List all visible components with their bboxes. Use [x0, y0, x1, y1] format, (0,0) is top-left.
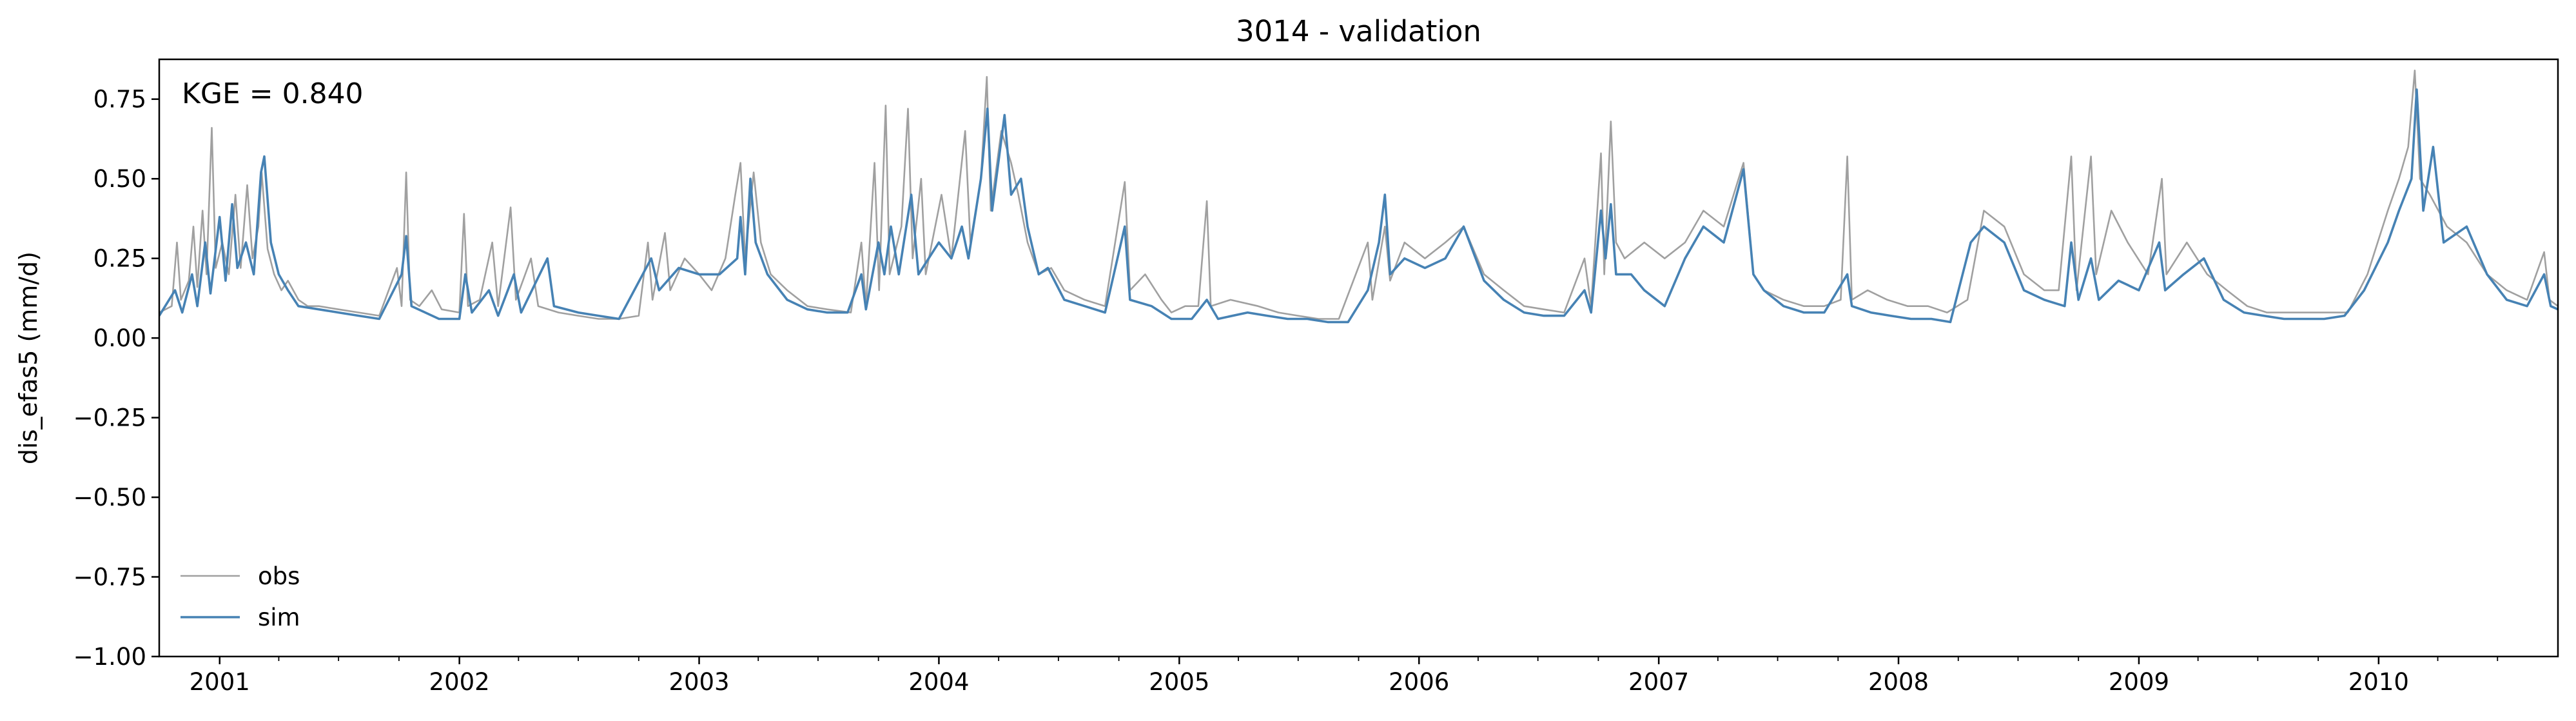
legend: obs sim — [181, 562, 300, 631]
plot-area — [158, 58, 2559, 658]
y-tick-label: 0.75 — [93, 86, 146, 114]
y-axis-label: dis_efas5 (mm/d) — [14, 252, 43, 464]
y-tick-label: 0.50 — [93, 165, 146, 193]
y-axis: −1.00 −0.75 −0.50 −0.25 0.00 0.25 0.50 0.75 — [73, 86, 159, 671]
y-tick-label: −1.00 — [73, 643, 146, 671]
x-tick-label: 2005 — [1149, 668, 1209, 696]
series-line-sim — [159, 88, 2558, 324]
x-axis: 2001 2002 2003 2004 2005 2006 2007 2008 2009 2010 — [190, 657, 2499, 696]
y-tick-label: −0.75 — [73, 564, 146, 591]
x-tick-label: 2001 — [190, 668, 250, 696]
x-tick-label: 2009 — [2109, 668, 2169, 696]
series-layer — [159, 70, 2558, 324]
x-tick-label: 2007 — [1628, 668, 1689, 696]
x-tick-label: 2003 — [668, 668, 729, 696]
legend-label-obs: obs — [258, 562, 300, 590]
y-tick-label: 0.00 — [93, 324, 146, 352]
x-tick-label: 2008 — [1868, 668, 1929, 696]
y-tick-label: −0.50 — [73, 484, 146, 511]
y-tick-label: −0.25 — [73, 404, 146, 432]
x-tick-label: 2006 — [1389, 668, 1449, 696]
x-tick-label: 2002 — [429, 668, 490, 696]
series-line-obs — [159, 70, 2558, 320]
chart-title: 3014 - validation — [1236, 14, 1481, 48]
x-tick-label: 2010 — [2348, 668, 2409, 696]
kge-annotation: KGE = 0.840 — [182, 77, 364, 110]
y-tick-label: 0.25 — [93, 245, 146, 273]
plot-frame — [158, 58, 2559, 658]
legend-label-sim: sim — [258, 604, 300, 631]
x-tick-label: 2004 — [908, 668, 969, 696]
